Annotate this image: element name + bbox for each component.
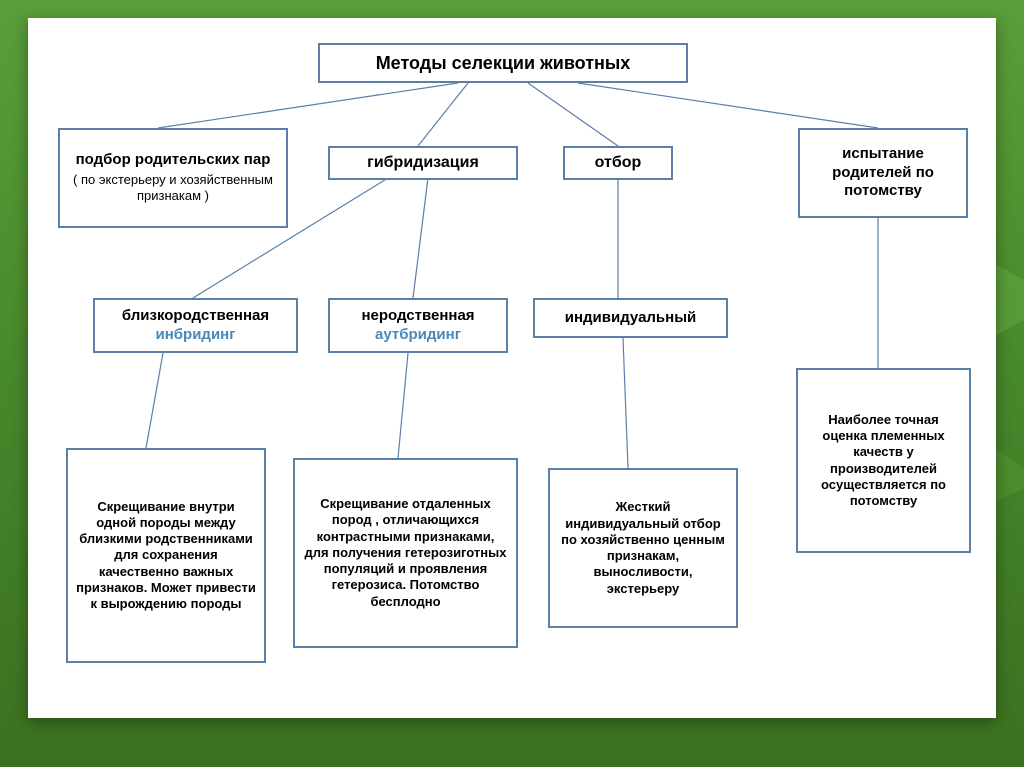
- root-node: Методы селекции животных: [318, 43, 688, 83]
- node-parent-selection: подбор родительских пар ( по экстерьеру …: [58, 128, 288, 228]
- node-outbreeding: неродственная аутбридинг: [328, 298, 508, 353]
- desc3-text: Жесткий индивидуальный отбор по хозяйств…: [558, 499, 728, 597]
- desc4-text: Наиболее точная оценка племенных качеств…: [806, 412, 961, 510]
- n1-title: подбор родительских пар: [76, 151, 271, 170]
- outbreeding-term: аутбридинг: [375, 326, 461, 345]
- n4-title: испытание родителей по потомству: [808, 145, 958, 201]
- node-hybridization: гибридизация: [328, 146, 518, 180]
- desc1-text: Скрещивание внутри одной породы между бл…: [76, 499, 256, 613]
- desc-parent-testing: Наиболее точная оценка племенных качеств…: [796, 368, 971, 553]
- inbreeding-pre: близкородственная: [122, 307, 269, 326]
- desc2-text: Скрещивание отдаленных пород , отличающи…: [303, 496, 508, 610]
- node-inbreeding: близкородственная инбридинг: [93, 298, 298, 353]
- diagram-canvas: Методы селекции животных подбор родитель…: [28, 18, 996, 718]
- individual-title: индивидуальный: [565, 309, 697, 328]
- desc-outbreeding: Скрещивание отдаленных пород , отличающи…: [293, 458, 518, 648]
- n2-title: гибридизация: [367, 153, 479, 173]
- outbreeding-pre: неродственная: [361, 307, 474, 326]
- desc-individual: Жесткий индивидуальный отбор по хозяйств…: [548, 468, 738, 628]
- n3-title: отбор: [595, 153, 642, 173]
- node-individual: индивидуальный: [533, 298, 728, 338]
- desc-inbreeding: Скрещивание внутри одной породы между бл…: [66, 448, 266, 663]
- node-parent-testing: испытание родителей по потомству: [798, 128, 968, 218]
- node-selection: отбор: [563, 146, 673, 180]
- inbreeding-term: инбридинг: [156, 326, 236, 345]
- root-title: Методы селекции животных: [376, 52, 631, 75]
- n1-sub: ( по экстерьеру и хозяйственным признака…: [68, 172, 278, 205]
